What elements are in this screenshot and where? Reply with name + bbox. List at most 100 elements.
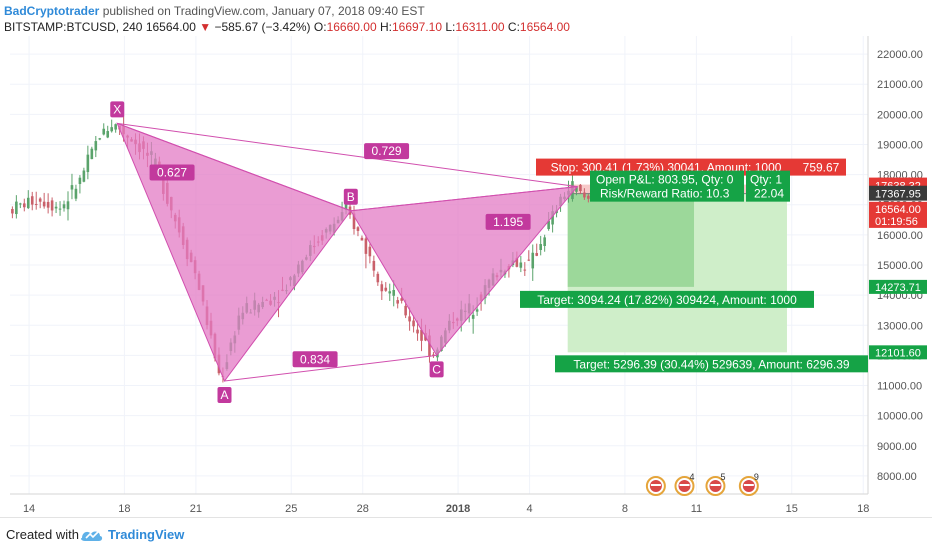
point-c-bg — [429, 361, 444, 378]
candle — [396, 296, 399, 309]
candle-body — [420, 329, 423, 341]
stop-right-box: 759.67 — [796, 158, 846, 176]
position-labels: Stop: 300.41 (1.73%) 30041, Amount: 1000… — [520, 158, 868, 373]
target1-box: Target: 3094.24 (17.82%) 309424, Amount:… — [520, 290, 814, 308]
candle — [26, 190, 30, 210]
point-a: A — [217, 387, 232, 404]
risk-reward-text: Risk/Reward Ratio: 10.3 — [600, 187, 730, 201]
ratio-label-bg — [149, 164, 195, 181]
publish-text: published on TradingView.com, January 07… — [102, 4, 425, 18]
target2-box: Target: 5296.39 (30.44%) 529639, Amount:… — [555, 355, 868, 373]
position-zones — [567, 184, 787, 353]
candle-body — [380, 284, 384, 292]
target2-box-bg — [555, 355, 868, 373]
candle-body — [98, 138, 102, 140]
price-label: 16564.00 — [869, 201, 927, 216]
point-a-bg — [217, 387, 232, 404]
candle — [539, 235, 542, 256]
ratio-label-text: 0.834 — [300, 352, 330, 366]
candle — [543, 234, 546, 252]
candle — [70, 173, 74, 200]
candle-body — [531, 252, 535, 269]
candle — [58, 201, 62, 216]
candle — [86, 145, 90, 180]
candle-body — [543, 237, 546, 246]
x-tick-label: 15 — [786, 503, 798, 515]
y-tick-label: 8000.00 — [877, 471, 917, 483]
candle-body — [404, 305, 407, 316]
author-name[interactable]: BadCryptotrader — [4, 4, 100, 18]
candle — [62, 200, 66, 212]
candle-body — [396, 300, 399, 304]
symbol-label[interactable]: BITSTAMP:BTCUSD, 240 — [4, 20, 143, 34]
price-label-bg — [869, 345, 927, 360]
candle — [15, 195, 18, 219]
target1-zone — [567, 193, 695, 287]
x-tick-label: 14 — [23, 503, 35, 515]
harmonic-pattern: X A B C 0.627 0.729 1.195 0.834 — [110, 101, 579, 404]
candle-body — [551, 211, 554, 225]
y-tick-label: 10000.00 — [877, 411, 923, 423]
event-stripe — [679, 484, 690, 486]
publish-info: BadCryptotrader published on TradingView… — [4, 3, 425, 19]
candle-body — [70, 185, 74, 190]
candle-body — [519, 262, 523, 268]
x-tick-label: 21 — [190, 503, 202, 515]
candle-body — [575, 187, 578, 192]
candle — [66, 191, 70, 221]
qty-text: Qty: 1 — [750, 173, 782, 187]
candle-body — [368, 246, 372, 257]
candle-body — [11, 209, 14, 214]
candle — [531, 244, 535, 281]
price-label-bg — [869, 279, 927, 294]
price-label-text: 14273.71 — [875, 282, 921, 294]
event-stripe — [710, 484, 721, 486]
point-b-bg — [343, 188, 358, 205]
event-flag-icon: 9 — [738, 472, 759, 496]
candle-body — [15, 201, 18, 215]
ratio-label: 0.627 — [149, 164, 195, 181]
candle — [579, 183, 582, 194]
event-markers: 4 5 9 — [645, 472, 759, 496]
event-stripe — [650, 484, 661, 486]
price-axis: 22000.0021000.0020000.0019000.0018000.00… — [869, 49, 927, 483]
event-flag-icon — [645, 476, 666, 496]
candle-body — [352, 213, 356, 230]
price-change: −585.67 (−3.42%) — [214, 20, 311, 34]
candle-body — [535, 253, 539, 256]
candle-body — [372, 260, 376, 271]
open-pl-bg — [590, 170, 744, 202]
ratio-label-text: 0.627 — [157, 165, 187, 179]
candle — [583, 188, 586, 200]
candle-body — [475, 309, 479, 312]
y-tick-label: 13000.00 — [877, 320, 923, 332]
candle-body — [547, 220, 550, 230]
price-label-text: 01:19:56 — [875, 216, 918, 228]
candle — [98, 137, 102, 141]
low-value: 16311.00 — [455, 20, 505, 34]
candle — [74, 184, 78, 202]
point-x-bg — [110, 101, 125, 118]
y-tick-label: 21000.00 — [877, 79, 923, 91]
candle-body — [416, 329, 419, 334]
price-label-text: 16564.00 — [875, 204, 921, 216]
candle — [527, 250, 531, 262]
candle — [523, 262, 527, 276]
tradingview-logo-icon — [81, 531, 103, 541]
y-tick-label: 16000.00 — [877, 230, 923, 242]
x-tick-label: 18 — [857, 503, 869, 515]
candle — [372, 255, 376, 277]
candle-body — [356, 227, 360, 231]
candle-body — [19, 203, 22, 205]
candle — [412, 315, 415, 333]
tradingview-link[interactable]: TradingView — [108, 527, 185, 542]
y-tick-label: 11000.00 — [877, 381, 922, 393]
candle-body — [86, 154, 90, 173]
candle-body — [110, 127, 113, 132]
candle-body — [26, 197, 30, 209]
candle — [106, 125, 110, 139]
candle-body — [46, 201, 50, 208]
last-price: 16564.00 — [145, 20, 196, 34]
ratio-label-text: 0.729 — [372, 144, 402, 158]
